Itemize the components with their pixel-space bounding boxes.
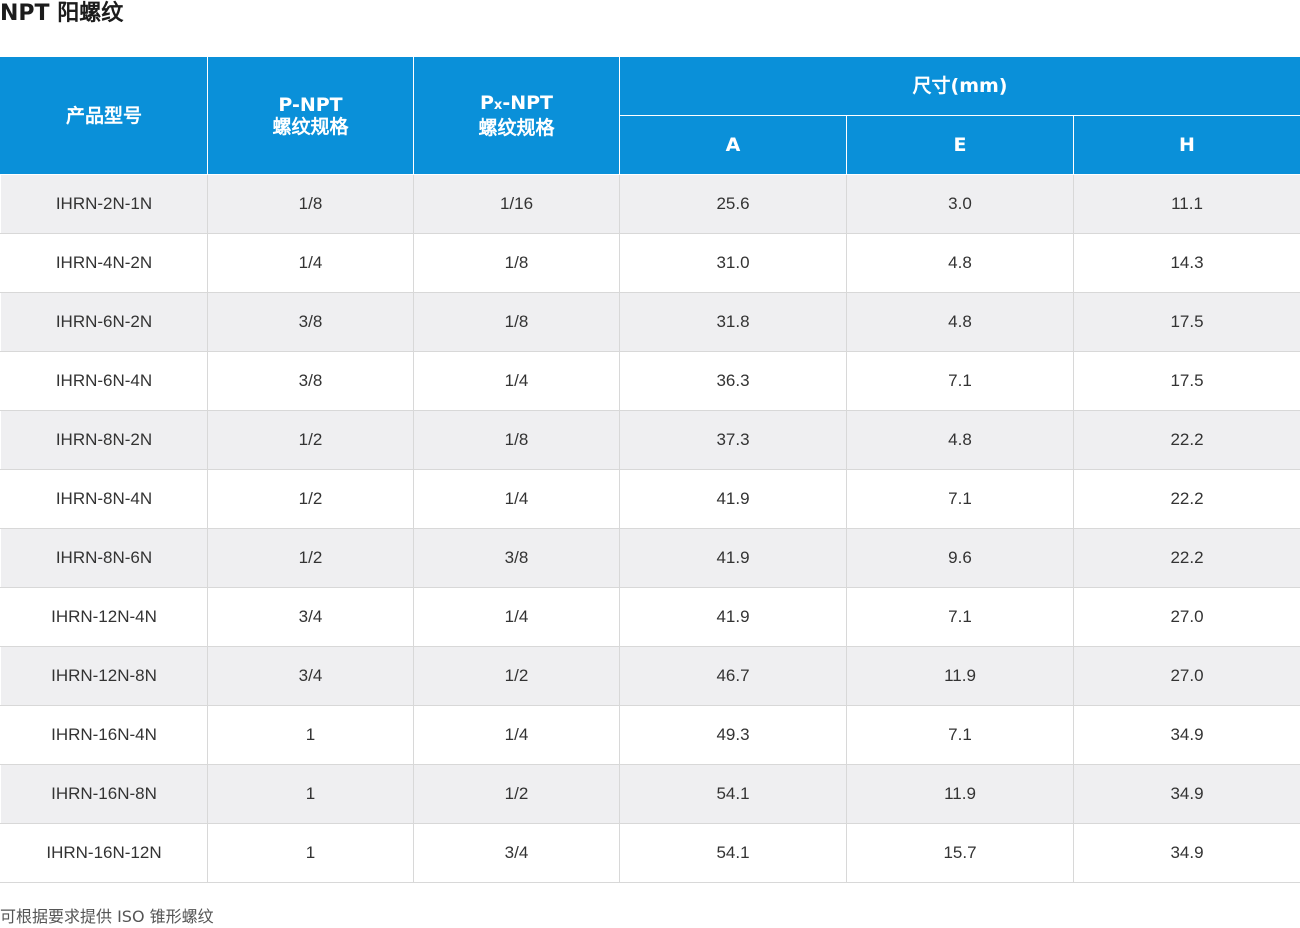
table-row: IHRN-2N-1N 1/8 1/16 25.6 3.0 11.1 [0,174,1300,234]
p-npt-cell: 1 [207,823,414,883]
h-cell: 34.9 [1072,764,1300,824]
table-row: IHRN-16N-8N 1 1/2 54.1 11.9 34.9 [0,764,1300,824]
model-cell: IHRN-16N-12N [0,823,208,883]
p-npt-cell: 3/8 [207,351,414,411]
h-cell: 14.3 [1072,233,1300,293]
e-cell: 7.1 [846,705,1074,765]
model-cell: IHRN-16N-4N [0,705,208,765]
px-npt-cell: 1/2 [413,646,620,706]
table-row: IHRN-4N-2N 1/4 1/8 31.0 4.8 14.3 [0,233,1300,293]
e-cell: 9.6 [846,528,1074,588]
p-npt-cell: 3/4 [207,587,414,647]
h-cell: 22.2 [1072,410,1300,470]
a-cell: 31.8 [619,292,847,352]
px-npt-cell: 3/8 [413,528,620,588]
model-cell: IHRN-4N-2N [0,233,208,293]
header-h: H [1072,115,1300,175]
px-npt-cell: 1/4 [413,351,620,411]
p-npt-cell: 1/2 [207,528,414,588]
e-cell: 11.9 [846,764,1074,824]
p-npt-cell: 3/8 [207,292,414,352]
a-cell: 25.6 [619,174,847,234]
header-e: E [846,115,1074,175]
px-npt-cell: 3/4 [413,823,620,883]
table-row: IHRN-8N-2N 1/2 1/8 37.3 4.8 22.2 [0,410,1300,470]
p-npt-cell: 1/2 [207,410,414,470]
px-npt-cell: 1/16 [413,174,620,234]
table-row: IHRN-8N-6N 1/2 3/8 41.9 9.6 22.2 [0,528,1300,588]
table-row: IHRN-12N-8N 3/4 1/2 46.7 11.9 27.0 [0,646,1300,706]
h-cell: 27.0 [1072,646,1300,706]
h-cell: 17.5 [1072,292,1300,352]
model-cell: IHRN-16N-8N [0,764,208,824]
a-cell: 36.3 [619,351,847,411]
table-row: IHRN-12N-4N 3/4 1/4 41.9 7.1 27.0 [0,587,1300,647]
a-cell: 54.1 [619,764,847,824]
model-cell: IHRN-8N-4N [0,469,208,529]
a-cell: 41.9 [619,528,847,588]
e-cell: 7.1 [846,351,1074,411]
h-cell: 34.9 [1072,823,1300,883]
p-npt-cell: 3/4 [207,646,414,706]
e-cell: 4.8 [846,233,1074,293]
header-px-npt-line1: Px-NPT [479,92,553,114]
a-cell: 41.9 [619,469,847,529]
table-row: IHRN-16N-12N 1 3/4 54.1 15.7 34.9 [0,823,1300,883]
spec-table: 产品型号 P-NPT 螺纹规格 Px-NPT 螺纹规格 尺寸(mm) A E H… [0,56,1300,883]
model-cell: IHRN-2N-1N [0,174,208,234]
h-cell: 17.5 [1072,351,1300,411]
footnote: 可根据要求提供 ISO 锥形螺纹 [0,907,214,926]
e-cell: 11.9 [846,646,1074,706]
p-npt-cell: 1 [207,705,414,765]
h-cell: 11.1 [1072,174,1300,234]
header-model: 产品型号 [0,56,208,175]
table-body: IHRN-2N-1N 1/8 1/16 25.6 3.0 11.1 IHRN-4N-2N 1/… [0,174,1300,883]
p-npt-cell: 1 [207,764,414,824]
a-cell: 41.9 [619,587,847,647]
a-cell: 46.7 [619,646,847,706]
table-row: IHRN-6N-4N 3/8 1/4 36.3 7.1 17.5 [0,351,1300,411]
e-cell: 4.8 [846,410,1074,470]
model-cell: IHRN-6N-2N [0,292,208,352]
e-cell: 7.1 [846,587,1074,647]
px-npt-cell: 1/8 [413,410,620,470]
p-npt-cell: 1/2 [207,469,414,529]
px-npt-cell: 1/8 [413,233,620,293]
h-cell: 22.2 [1072,469,1300,529]
a-cell: 49.3 [619,705,847,765]
px-npt-cell: 1/4 [413,587,620,647]
e-cell: 15.7 [846,823,1074,883]
header-px-npt-line2: 螺纹规格 [478,117,555,139]
model-cell: IHRN-8N-6N [0,528,208,588]
table-row: IHRN-8N-4N 1/2 1/4 41.9 7.1 22.2 [0,469,1300,529]
header-dimensions: 尺寸(mm) [618,56,1300,116]
a-cell: 31.0 [619,233,847,293]
model-cell: IHRN-8N-2N [0,410,208,470]
e-cell: 4.8 [846,292,1074,352]
e-cell: 7.1 [846,469,1074,529]
header-p-npt: P-NPT 螺纹规格 [207,56,414,175]
px-npt-cell: 1/8 [413,292,620,352]
header-p-npt-line1: P-NPT [278,93,343,116]
h-cell: 34.9 [1072,705,1300,765]
header-p-npt-line2: 螺纹规格 [272,115,349,138]
table-row: IHRN-16N-4N 1 1/4 49.3 7.1 34.9 [0,705,1300,765]
p-npt-cell: 1/8 [207,174,414,234]
page-title: NPT 阳螺纹 [0,1,124,26]
model-cell: IHRN-12N-8N [0,646,208,706]
a-cell: 37.3 [619,410,847,470]
h-cell: 22.2 [1072,528,1300,588]
p-npt-cell: 1/4 [207,233,414,293]
table-row: IHRN-6N-2N 3/8 1/8 31.8 4.8 17.5 [0,292,1300,352]
a-cell: 54.1 [619,823,847,883]
model-cell: IHRN-12N-4N [0,587,208,647]
px-npt-cell: 1/2 [413,764,620,824]
e-cell: 3.0 [846,174,1074,234]
model-cell: IHRN-6N-4N [0,351,208,411]
px-npt-cell: 1/4 [413,705,620,765]
h-cell: 27.0 [1072,587,1300,647]
px-npt-cell: 1/4 [413,469,620,529]
header-a: A [619,115,847,175]
header-px-npt: Px-NPT 螺纹规格 [413,56,620,175]
